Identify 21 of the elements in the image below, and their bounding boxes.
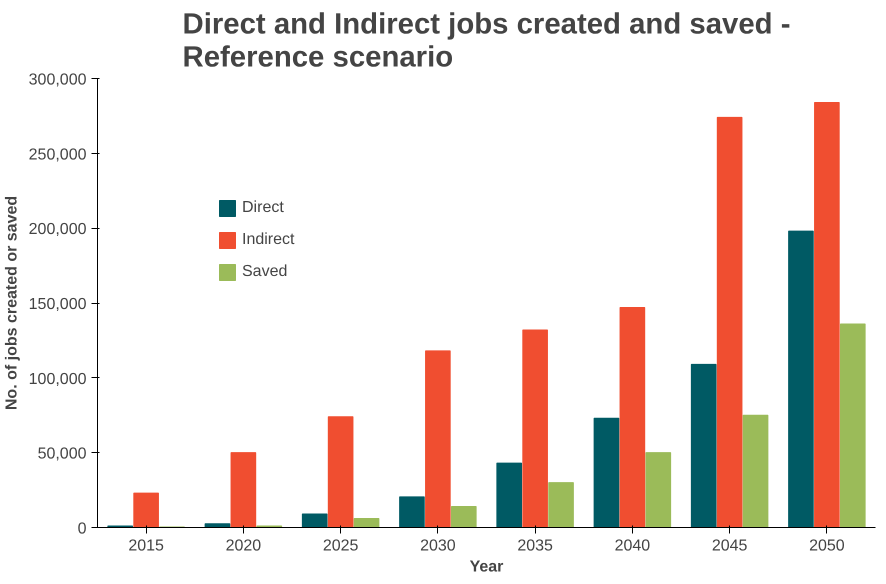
legend-label: Saved xyxy=(242,263,288,281)
legend-label: Indirect xyxy=(242,231,294,249)
y-tick-label: 250,000 xyxy=(28,146,87,164)
y-tick-label: 50,000 xyxy=(38,446,87,463)
x-tick-label: 2035 xyxy=(517,538,554,554)
y-axis-title: No. of jobs created or saved xyxy=(4,196,21,410)
y-tick-label: 300,000 xyxy=(28,72,87,88)
x-tick-label: 2025 xyxy=(322,538,359,554)
y-tick-label: 0 xyxy=(78,520,87,538)
chart-title: Direct and Indirect jobs created and saved - Reference scenario xyxy=(182,8,790,74)
legend-label: Direct xyxy=(242,199,284,217)
x-tick-label: 2020 xyxy=(226,538,262,554)
y-tick-label: 100,000 xyxy=(28,370,87,388)
x-axis-title: Year xyxy=(470,558,504,576)
x-tick-label: 2015 xyxy=(128,538,164,554)
x-tick-label: 2045 xyxy=(712,538,748,554)
x-tick-label: 2050 xyxy=(809,538,845,554)
x-tick-label: 2030 xyxy=(420,538,456,554)
x-tick-label: 2040 xyxy=(614,538,650,554)
y-tick-label: 200,000 xyxy=(28,221,87,238)
y-tick-label: 150,000 xyxy=(28,296,87,313)
